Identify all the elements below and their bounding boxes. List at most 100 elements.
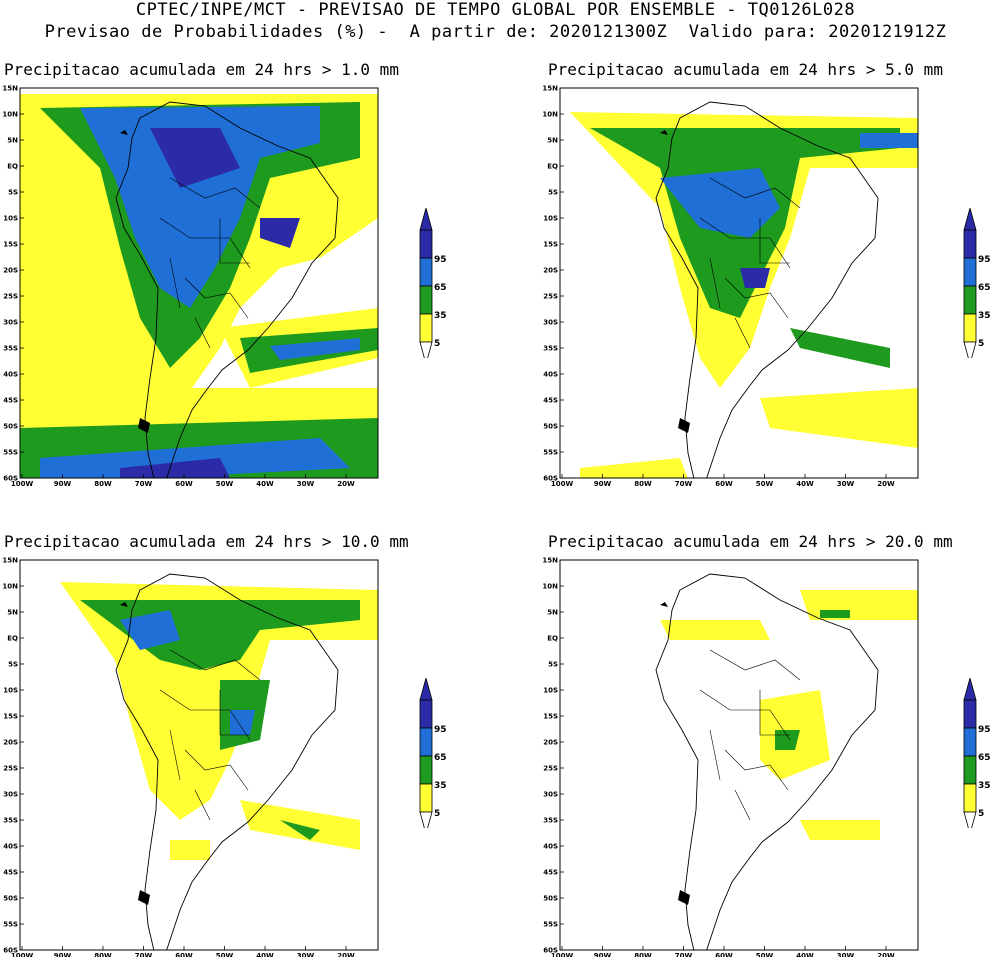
map-plot-area: 15N 10N 5N EQ 5S 10S 15S 20S 25S 30S 35S 40S 45S 50S 5… <box>2 85 379 488</box>
map-panel-1mm: Precipitacao acumulada em 24 hrs > 1.0 m… <box>0 58 400 488</box>
lat-label: 35S <box>543 345 558 353</box>
lat-label: 10S <box>543 687 558 695</box>
colorbar-segment <box>419 755 433 785</box>
lat-label: EQ <box>7 635 18 643</box>
lat-label: 10N <box>542 111 558 119</box>
contour-5-35 <box>800 820 880 840</box>
colorbar-segment <box>419 727 433 757</box>
lon-label: 40W <box>256 952 274 957</box>
lon-label: 80W <box>94 480 112 488</box>
lon-label: 30W <box>837 480 855 488</box>
lat-label: 10N <box>2 583 18 591</box>
lat-label: 25S <box>3 293 18 301</box>
map-panel-5mm: Precipitacao acumulada em 24 hrs > 5.0 m… <box>540 58 943 488</box>
contour-65-95 <box>40 438 350 478</box>
lon-label: 100W <box>551 952 574 957</box>
lat-label: 60S <box>3 947 18 955</box>
colorbar-label: 35 <box>434 781 447 791</box>
lat-label: 15S <box>3 241 18 249</box>
lat-label: 40S <box>3 843 18 851</box>
lat-label: 45S <box>543 397 558 405</box>
lat-label: 60S <box>543 475 558 483</box>
colorbar-label: 65 <box>434 753 447 763</box>
contour-65-95 <box>860 133 918 148</box>
lon-label: 100W <box>11 952 34 957</box>
lat-label: 40S <box>543 371 558 379</box>
colorbar-top-arrow <box>419 678 433 701</box>
colorbar-label: 95 <box>434 725 447 735</box>
colorbar-segment <box>419 257 433 287</box>
header-title-line2: Previsao de Probabilidades (%) - A parti… <box>44 22 947 42</box>
lat-label: 60S <box>3 475 18 483</box>
contour-5-35 <box>660 620 770 640</box>
lon-label: 60W <box>175 952 193 957</box>
lon-label: 50W <box>216 480 234 488</box>
contour-95 <box>120 458 230 478</box>
colorbar-2: 95 65 35 5 <box>963 208 991 358</box>
lat-label: 35S <box>543 817 558 825</box>
lat-label: 20S <box>543 267 558 275</box>
lon-label: 70W <box>135 480 153 488</box>
lat-label: EQ <box>7 163 18 171</box>
map-panel-10mm: Precipitacao acumulada em 24 hrs > 10.0 … <box>0 530 408 957</box>
contour-5-35 <box>170 840 210 860</box>
lat-label: EQ <box>547 635 558 643</box>
contour-65-95 <box>230 710 255 735</box>
lon-label: 90W <box>54 952 72 957</box>
lat-label: 10S <box>3 687 18 695</box>
precip-field <box>655 573 918 950</box>
lat-label: 5N <box>547 137 558 145</box>
colorbar-label: 5 <box>978 339 984 349</box>
lat-label: 5S <box>548 189 558 197</box>
lat-label: 20S <box>3 739 18 747</box>
panel-title: Precipitacao acumulada em 24 hrs > 5.0 m… <box>548 60 943 79</box>
contour-5-35 <box>760 388 918 448</box>
contour-65-95 <box>270 338 360 360</box>
colorbar-segment <box>419 699 433 729</box>
colorbar-1: 95 65 35 5 <box>419 208 447 358</box>
precip-field <box>20 94 378 478</box>
lat-label: 35S <box>3 817 18 825</box>
map-plot-area: 15N 10N 5N EQ 5S 10S 15S 20S 25S 30S 35S 40S 45S 50S 5… <box>542 85 919 488</box>
lat-label: EQ <box>547 163 558 171</box>
lat-label: 60S <box>543 947 558 955</box>
lon-label: 20W <box>337 952 355 957</box>
lat-label: 25S <box>543 765 558 773</box>
lon-label: 60W <box>175 480 193 488</box>
lat-label: 40S <box>543 843 558 851</box>
contour-95 <box>260 218 300 248</box>
lon-label: 100W <box>11 480 34 488</box>
colorbar-label: 95 <box>978 725 991 735</box>
lat-label: 50S <box>543 423 558 431</box>
map-panel-20mm: Precipitacao acumulada em 24 hrs > 20.0 … <box>540 530 952 957</box>
lat-label: 15S <box>543 241 558 249</box>
colorbar-label: 35 <box>978 311 991 321</box>
lat-label: 55S <box>543 449 558 457</box>
lon-label: 90W <box>594 952 612 957</box>
colorbar-bottom-arrow <box>963 811 977 828</box>
lon-label: 90W <box>594 480 612 488</box>
lat-label: 45S <box>3 869 18 877</box>
lat-label: 15N <box>2 557 18 565</box>
colorbar-segment <box>963 727 977 757</box>
contour-35-65 <box>820 610 850 618</box>
colorbar-segment <box>963 783 977 813</box>
lat-label: 30S <box>3 319 18 327</box>
map-plot-area: 15N 10N 5N EQ 5S 10S 15S 20S 25S 30S 35S 40S 45S 50S 5… <box>542 557 919 957</box>
colorbar-4: 95 65 35 5 <box>963 678 991 828</box>
colorbar-segment <box>963 257 977 287</box>
country-borders <box>159 649 261 821</box>
contour-95 <box>150 128 240 188</box>
precip-field <box>570 101 918 478</box>
lat-label: 15S <box>543 713 558 721</box>
colorbar-segment <box>963 755 977 785</box>
contour-65-95 <box>120 610 180 650</box>
lat-label: 5S <box>548 661 558 669</box>
lat-label: 15N <box>542 85 558 93</box>
colorbar-label: 95 <box>434 255 447 265</box>
lat-label: 10S <box>3 215 18 223</box>
map-frame <box>19 559 379 951</box>
colorbar-segment <box>963 285 977 315</box>
lon-label: 40W <box>796 480 814 488</box>
colorbar-label: 65 <box>978 283 991 293</box>
